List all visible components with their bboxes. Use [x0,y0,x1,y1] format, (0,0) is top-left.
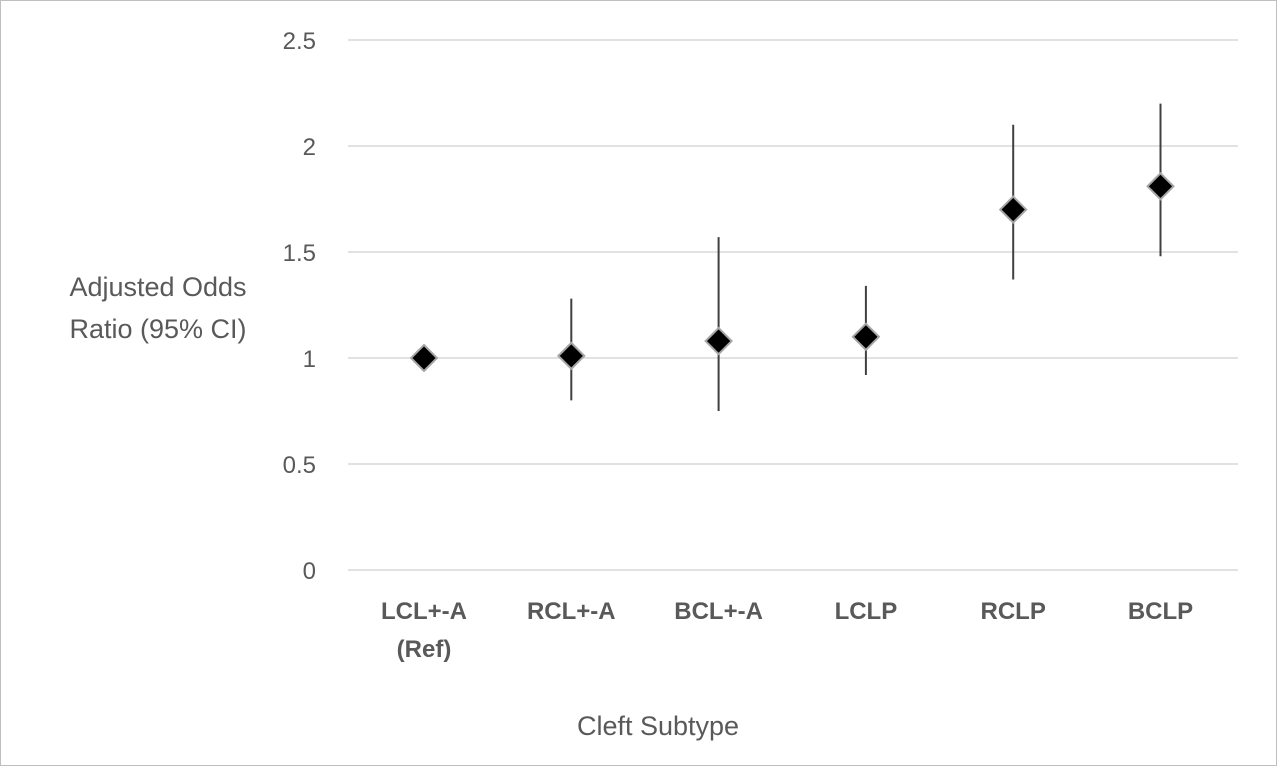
y-tick-label: 0 [303,558,316,585]
data-point-marker [409,343,439,373]
x-axis-title: Cleft Subtype [577,711,739,741]
data-point-marker [851,322,881,352]
y-tick-label: 2 [303,134,316,161]
y-tick-label: 0.5 [283,452,316,479]
data-point-marker [556,341,586,371]
gridlines [348,39,1238,571]
data-markers [409,171,1175,373]
data-point-marker [998,195,1028,225]
y-axis-title: Adjusted Odds Ratio (95% CI) [69,272,246,344]
y-tick-labels: 0 0.5 1 1.5 2 2.5 [283,28,316,585]
x-category-labels: LCL+-A (Ref) RCL+-A BCL+-A LCLP RCLP BCLP [381,598,1193,663]
x-category-label: RCLP [981,598,1046,625]
error-bars [570,103,1162,411]
data-point-marker [1146,171,1175,201]
x-category-label: LCLP [835,598,898,625]
y-tick-label: 2.5 [283,28,316,55]
y-tick-label: 1.5 [283,240,316,267]
y-tick-label: 1 [303,346,316,373]
x-category-label: RCL+-A [527,598,616,625]
x-category-label: BCL+-A [674,598,763,625]
x-category-label: LCL+-A (Ref) [381,598,467,663]
x-category-label: BCLP [1128,598,1193,625]
data-point-marker [704,326,734,356]
